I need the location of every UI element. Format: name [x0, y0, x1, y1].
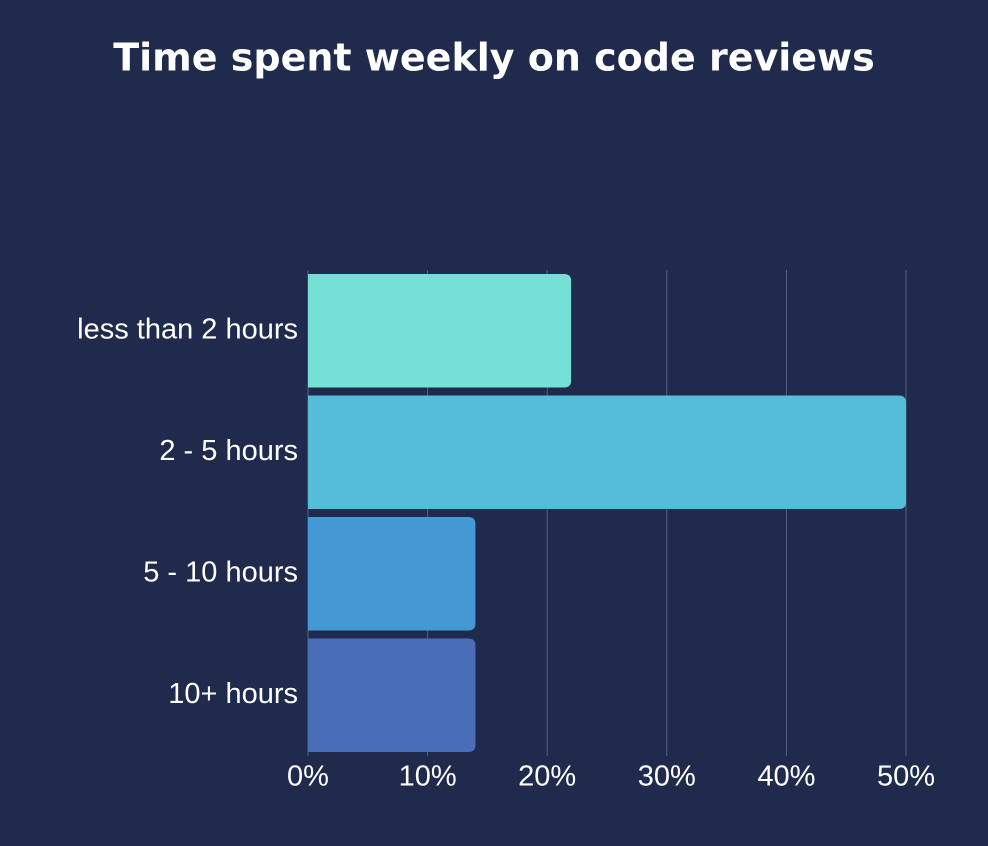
bar [308, 395, 906, 509]
x-tick-label: 20% [518, 761, 576, 793]
x-tick-label: 30% [638, 761, 696, 793]
x-tick-label: 10% [399, 761, 457, 793]
chart-title: Time spent weekly on code reviews [113, 36, 875, 80]
bar [308, 274, 572, 388]
y-tick-label: 10+ hours [168, 678, 298, 710]
y-tick-label: 5 - 10 hours [143, 556, 298, 588]
bar [308, 638, 476, 752]
bar [308, 517, 476, 631]
x-tick-label: 0% [287, 761, 329, 793]
x-tick-label: 50% [877, 761, 935, 793]
x-tick-label: 40% [757, 761, 815, 793]
y-tick-label: 2 - 5 hours [159, 435, 298, 467]
y-tick-label: less than 2 hours [77, 313, 298, 345]
